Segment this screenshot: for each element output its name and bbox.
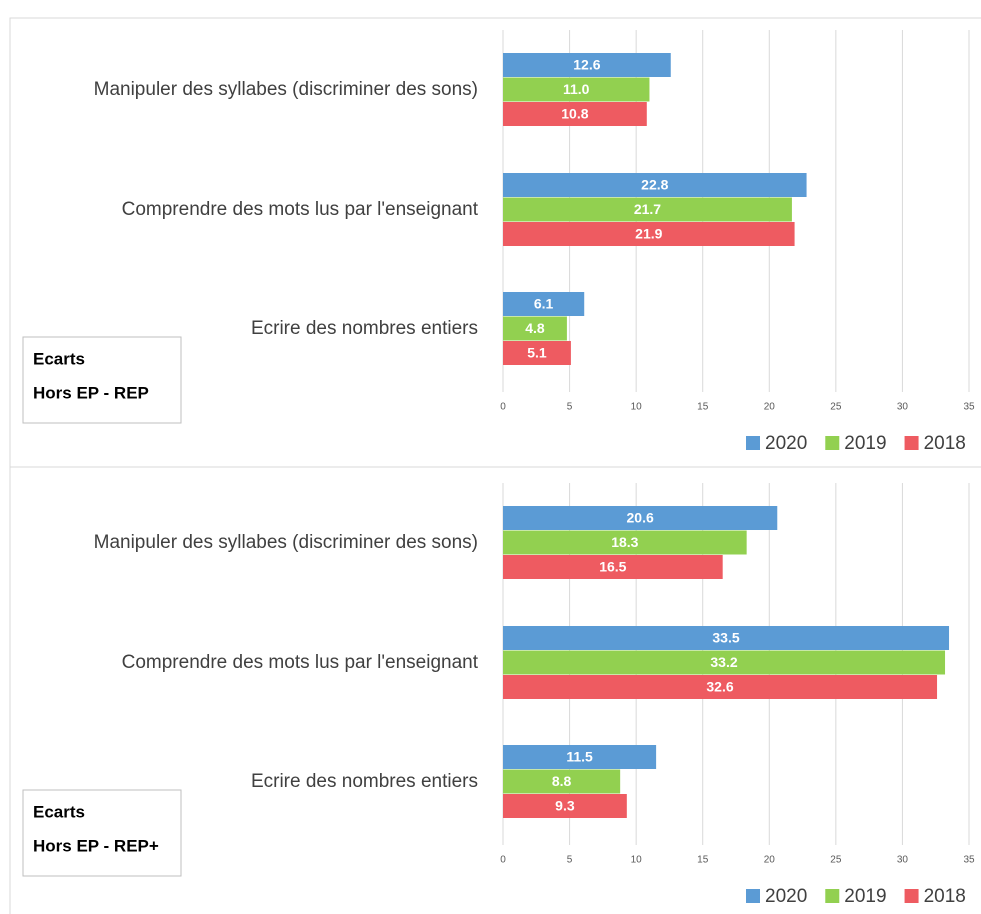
category-label: Ecrire des nombres entiers bbox=[251, 318, 478, 339]
bar bbox=[503, 745, 657, 769]
legend-swatch bbox=[825, 436, 840, 450]
value-label: 5.1 bbox=[527, 345, 547, 361]
bar bbox=[503, 77, 650, 102]
x-tick-label: 5 bbox=[567, 855, 573, 866]
x-tick-label: 30 bbox=[897, 402, 909, 413]
value-label: 18.3 bbox=[611, 534, 638, 550]
value-label: 33.5 bbox=[712, 630, 739, 646]
legend-label: 2020 bbox=[765, 433, 807, 454]
bar bbox=[503, 769, 621, 794]
legend-swatch bbox=[825, 889, 840, 903]
bar bbox=[503, 555, 723, 579]
value-label: 11.5 bbox=[566, 749, 593, 765]
x-tick-label: 35 bbox=[963, 402, 975, 413]
value-label: 21.7 bbox=[634, 201, 661, 217]
bar bbox=[503, 794, 627, 818]
annotation: Hors EP - REP+ bbox=[33, 836, 159, 855]
value-label: 11.0 bbox=[563, 81, 590, 97]
x-tick-label: 20 bbox=[764, 855, 776, 866]
bar bbox=[503, 53, 671, 77]
legend-label: 2018 bbox=[924, 433, 966, 454]
bar bbox=[503, 173, 807, 197]
value-label: 8.8 bbox=[552, 773, 572, 789]
bar bbox=[503, 222, 795, 246]
category-label: Manipuler des syllabes (discriminer des … bbox=[94, 79, 478, 100]
annotation-box bbox=[22, 336, 182, 424]
x-tick-label: 10 bbox=[631, 855, 643, 866]
value-label: 16.5 bbox=[599, 559, 626, 575]
value-label: 22.8 bbox=[641, 177, 668, 193]
bar bbox=[503, 292, 585, 316]
bar bbox=[503, 650, 946, 675]
x-tick-label: 15 bbox=[697, 402, 709, 413]
value-label: 6.1 bbox=[534, 296, 554, 312]
category-label: Comprendre des mots lus par l'enseignant bbox=[122, 652, 479, 673]
value-label: 21.9 bbox=[635, 226, 662, 242]
panel-border bbox=[9, 466, 981, 914]
legend-label: 2018 bbox=[924, 886, 966, 907]
value-label: 10.8 bbox=[561, 106, 588, 122]
value-label: 4.8 bbox=[525, 320, 545, 336]
x-tick-label: 25 bbox=[830, 855, 842, 866]
bar bbox=[503, 316, 567, 341]
x-tick-label: 35 bbox=[963, 855, 975, 866]
annotation: Ecarts bbox=[33, 802, 85, 821]
category-label: Ecrire des nombres entiers bbox=[251, 771, 478, 792]
bar bbox=[503, 506, 778, 530]
legend-swatch bbox=[746, 889, 760, 903]
legend-swatch bbox=[904, 436, 919, 450]
bar bbox=[503, 675, 938, 699]
bar bbox=[503, 102, 647, 126]
value-label: 9.3 bbox=[555, 798, 575, 814]
x-tick-label: 15 bbox=[697, 855, 709, 866]
bar bbox=[503, 530, 747, 555]
legend-label: 2019 bbox=[844, 433, 886, 454]
bar bbox=[503, 626, 950, 650]
x-tick-label: 25 bbox=[830, 402, 842, 413]
legend-swatch bbox=[904, 889, 919, 903]
x-tick-label: 5 bbox=[567, 402, 573, 413]
annotation: Ecarts bbox=[33, 349, 85, 368]
annotation-box bbox=[22, 789, 182, 877]
annotation: Hors EP - REP bbox=[33, 383, 149, 402]
x-tick-label: 0 bbox=[500, 855, 506, 866]
value-label: 33.2 bbox=[710, 654, 737, 670]
x-tick-label: 30 bbox=[897, 855, 909, 866]
bar bbox=[503, 341, 571, 365]
legend-swatch bbox=[746, 436, 760, 450]
legend-label: 2019 bbox=[844, 886, 886, 907]
category-label: Manipuler des syllabes (discriminer des … bbox=[94, 532, 478, 553]
value-label: 32.6 bbox=[706, 679, 733, 695]
x-tick-label: 0 bbox=[500, 402, 506, 413]
bar bbox=[503, 197, 792, 222]
value-label: 20.6 bbox=[627, 510, 654, 526]
value-label: 12.6 bbox=[573, 57, 600, 73]
x-tick-label: 10 bbox=[631, 402, 643, 413]
legend-label: 2020 bbox=[765, 886, 807, 907]
x-tick-label: 20 bbox=[764, 402, 776, 413]
category-label: Comprendre des mots lus par l'enseignant bbox=[122, 199, 479, 220]
